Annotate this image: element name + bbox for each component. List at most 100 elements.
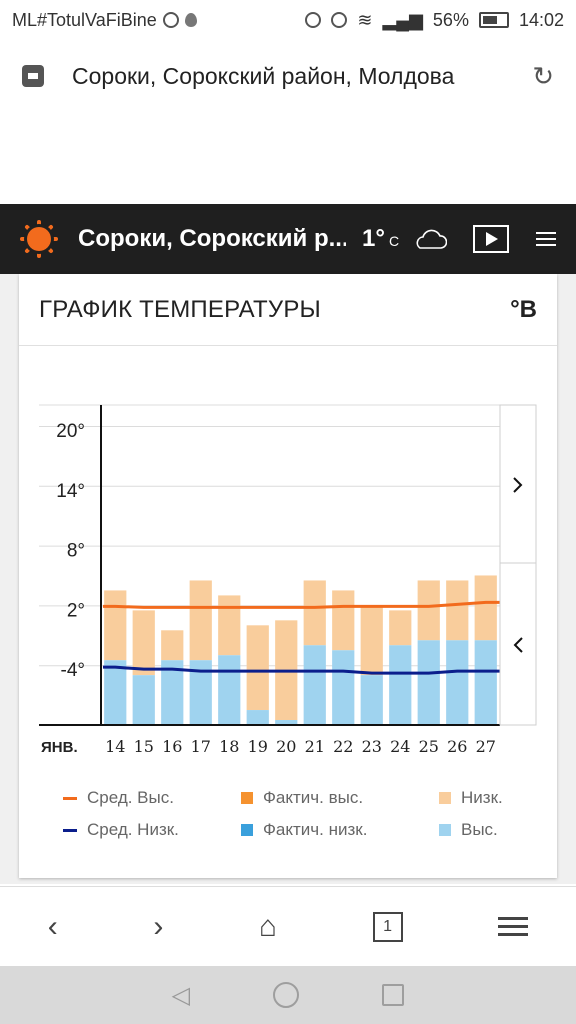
video-icon[interactable]: [473, 225, 510, 253]
legend-high-swatch: [439, 824, 451, 836]
unit-toggle[interactable]: °B: [510, 295, 537, 323]
y-tick-label: 14°: [56, 481, 85, 502]
legend-avg-high: Сред. Выс.: [63, 788, 174, 808]
battery-icon: [478, 12, 509, 28]
high-bar: [303, 580, 326, 646]
reload-icon[interactable]: ↻: [532, 60, 554, 91]
forward-icon[interactable]: ›: [153, 909, 164, 943]
wifi-icon: ≋: [357, 9, 373, 30]
alarm-icon: [331, 12, 348, 28]
legend-actual-low-swatch: [241, 824, 253, 836]
x-tick-label: 26: [447, 737, 467, 756]
x-tick-label: 15: [134, 737, 154, 756]
clock-notification-icon: [162, 12, 179, 28]
high-bar: [132, 610, 155, 676]
prev-range-button[interactable]: [499, 562, 537, 726]
x-tick-label: 14: [105, 737, 125, 756]
location-name[interactable]: Сороки, Сорокский р...: [78, 225, 346, 252]
status-bar: ML#TotulVaFiBine ≋ ▂▄▆ 56% 14:02: [0, 0, 576, 40]
x-tick-label: 21: [305, 737, 325, 756]
low-bar: [246, 710, 269, 725]
high-bar: [104, 590, 127, 661]
legend-avg-low-label: Сред. Низк.: [87, 820, 179, 839]
low-bar: [303, 645, 326, 725]
sun-logo-icon[interactable]: [20, 220, 58, 258]
high-bar: [189, 580, 212, 661]
y-tick-label: -4°: [61, 660, 86, 681]
x-tick-label: 22: [333, 737, 353, 756]
saved-page-icon[interactable]: [22, 65, 44, 87]
low-bar: [161, 660, 184, 725]
temperature-value: 1°: [362, 225, 385, 252]
x-tick-label: 18: [219, 737, 239, 756]
high-bar: [332, 590, 355, 651]
browser-bottom-nav: ‹ › ⌂ 1: [0, 886, 576, 966]
low-bar: [417, 640, 440, 725]
system-nav-bar: ◁: [0, 966, 576, 1024]
system-back-icon[interactable]: ◁: [171, 981, 191, 1009]
y-tick-label: 8°: [67, 541, 85, 562]
high-bar: [389, 610, 412, 646]
clock-time: 14:02: [518, 9, 564, 30]
tabs-button[interactable]: 1: [372, 911, 403, 942]
x-tick-label: 25: [419, 737, 439, 756]
y-tick-label: 2°: [67, 600, 85, 621]
low-bar: [360, 675, 383, 725]
site-header: Сороки, Сорокский р... 1° C: [0, 204, 576, 274]
high-bar: [446, 580, 469, 641]
x-tick-label: 27: [476, 737, 496, 756]
legend-avg-high-label: Сред. Выс.: [87, 788, 174, 807]
low-bar: [389, 645, 412, 725]
cloud-icon: [413, 229, 448, 249]
high-bar: [246, 625, 269, 711]
x-tick-label: 17: [191, 737, 211, 756]
high-bar: [218, 595, 241, 656]
legend-actual-low: Фактич. низк.: [241, 820, 367, 840]
low-bar: [332, 650, 355, 725]
temperature-chart-card: ГРАФИК ТЕМПЕРАТУРЫ °B 20° 14° 8° 2° -4° ЯНВ. 1…: [19, 274, 557, 878]
browser-menu-icon[interactable]: [498, 912, 529, 941]
url-title[interactable]: Сороки, Сорокский район, Молдова: [72, 62, 455, 89]
high-bar: [360, 605, 383, 676]
card-header: ГРАФИК ТЕМПЕРАТУРЫ °B: [19, 274, 557, 346]
x-tick-label: 19: [248, 737, 268, 756]
legend-low-swatch: [439, 792, 451, 804]
low-bar: [189, 660, 212, 725]
x-tick-label: 16: [162, 737, 182, 756]
legend-high: Выс.: [439, 820, 498, 840]
legend-avg-low-swatch: [63, 828, 77, 832]
system-home-icon[interactable]: [273, 982, 300, 1008]
legend-actual-high: Фактич. выс.: [241, 788, 363, 808]
current-temperature: 1° C: [362, 225, 399, 253]
home-icon[interactable]: ⌂: [258, 909, 278, 943]
notification-text: ML#TotulVaFiBine: [12, 9, 157, 30]
legend-avg-high-swatch: [63, 796, 77, 800]
back-icon[interactable]: ‹: [47, 909, 58, 943]
low-bar: [446, 640, 469, 725]
menu-icon[interactable]: [536, 228, 556, 250]
high-bar: [417, 580, 440, 641]
card-title: ГРАФИК ТЕМПЕРАТУРЫ: [39, 295, 321, 323]
low-bar: [132, 675, 155, 725]
high-bar: [474, 575, 497, 641]
next-range-button[interactable]: [499, 404, 537, 564]
legend-high-label: Выс.: [461, 820, 498, 839]
x-tick-label: 24: [390, 737, 410, 756]
signal-icon: ▂▄▆: [382, 9, 423, 30]
temperature-chart: 20° 14° 8° 2° -4° ЯНВ. 14 15 16 17 18 19 20 21 22 23 24 2…: [39, 404, 537, 756]
battery-percent: 56%: [432, 9, 469, 30]
chevron-right-icon: [513, 477, 523, 493]
data-saver-icon: [305, 12, 322, 28]
chevron-left-icon: [513, 637, 523, 653]
temperature-unit: C: [388, 233, 400, 249]
high-bar: [161, 630, 184, 661]
x-tick-label: 20: [276, 737, 296, 756]
drop-notification-icon: [184, 13, 197, 27]
system-recents-icon[interactable]: [382, 984, 405, 1006]
low-bar: [275, 720, 298, 725]
low-bar: [218, 655, 241, 725]
legend-actual-low-label: Фактич. низк.: [263, 820, 368, 839]
legend-actual-high-swatch: [241, 792, 253, 804]
y-tick-label: 20°: [56, 421, 85, 442]
avg-low-line: [103, 665, 500, 675]
